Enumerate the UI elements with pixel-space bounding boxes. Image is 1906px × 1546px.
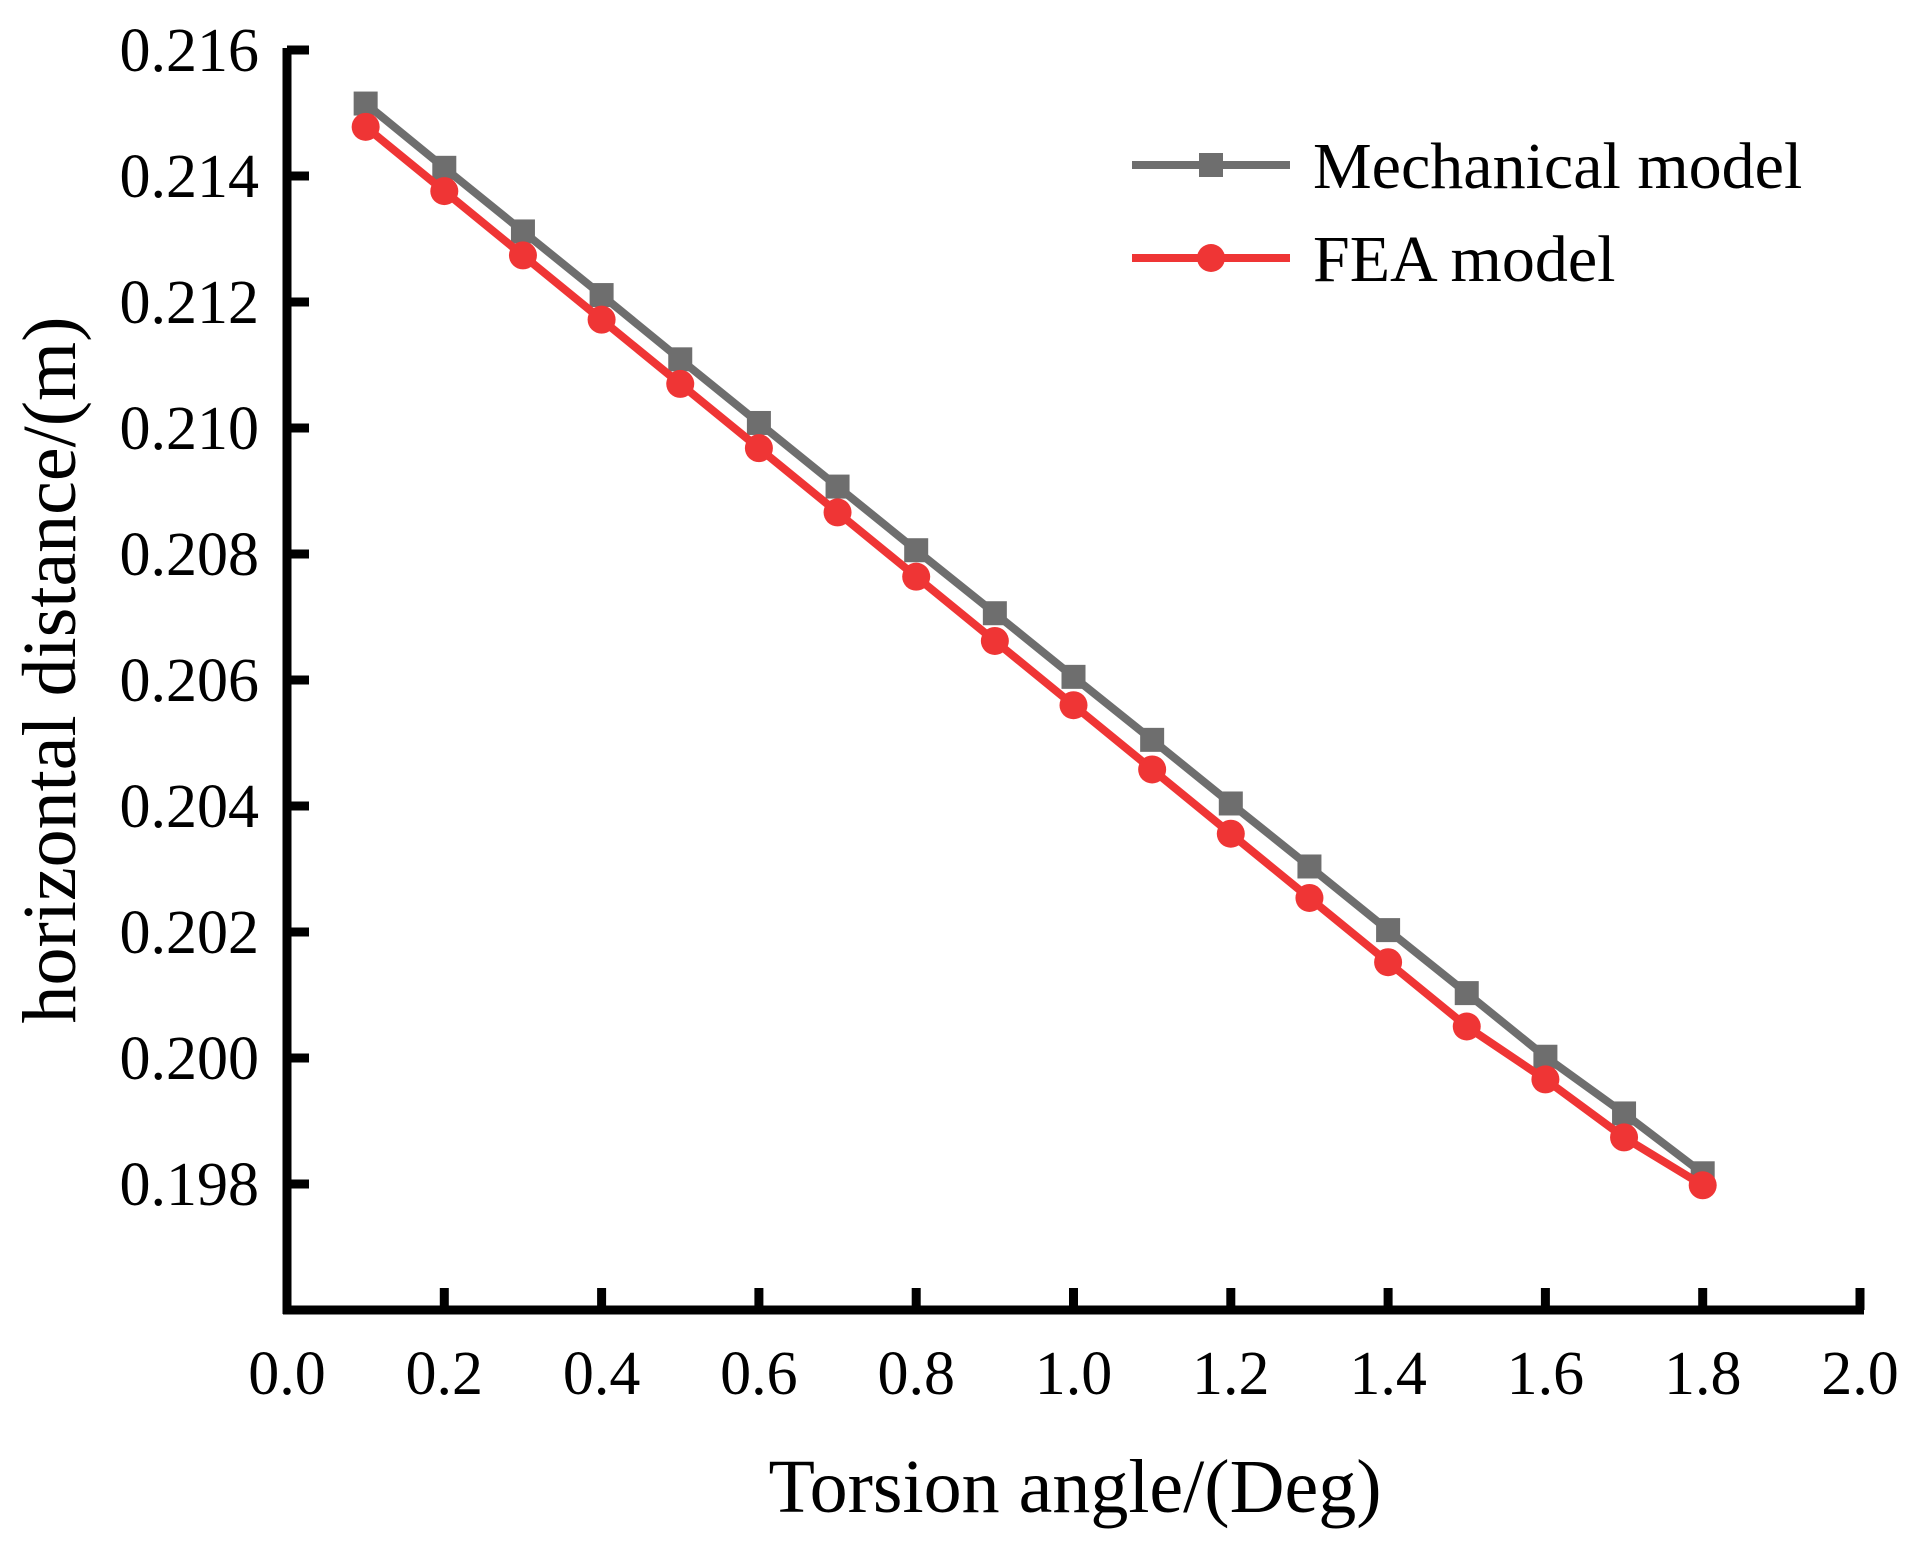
data-point (1531, 1065, 1560, 1094)
y-tick-label: 0.204 (120, 773, 260, 841)
x-tick-label: 1.0 (1035, 1340, 1113, 1408)
data-point (1297, 854, 1322, 879)
y-tick-label: 0.198 (120, 1151, 260, 1219)
data-point (980, 626, 1009, 655)
data-point (351, 112, 380, 141)
data-point (825, 474, 850, 499)
data-point (1061, 664, 1086, 689)
data-point (1454, 981, 1479, 1006)
series-fea-model (351, 112, 1717, 1200)
x-axis-title: Torsion angle/(Deg) (768, 1445, 1381, 1529)
x-tick-label: 0.2 (406, 1340, 484, 1408)
data-point (904, 538, 929, 563)
data-point (1059, 691, 1088, 720)
y-tick-label: 0.206 (120, 647, 260, 715)
data-point (430, 177, 459, 206)
x-tick-label: 0.6 (720, 1340, 798, 1408)
legend-item: FEA model (1132, 223, 1616, 296)
data-point (902, 562, 931, 591)
data-point (589, 283, 614, 308)
x-tick-label: 1.8 (1664, 1340, 1742, 1408)
data-point (1140, 727, 1165, 752)
x-tick-label: 1.6 (1507, 1340, 1585, 1408)
series-line (361, 122, 1707, 1190)
y-tick-label: 0.214 (120, 143, 260, 211)
data-point (1452, 1012, 1481, 1041)
data-point (1295, 883, 1324, 912)
legend-swatch-marker (1197, 244, 1225, 272)
data-point (353, 91, 378, 116)
data-point (746, 410, 771, 435)
plot-area (351, 91, 1717, 1200)
legend-label: Mechanical model (1313, 130, 1802, 203)
data-point (1610, 1123, 1639, 1152)
series-mechanical-model (353, 91, 1715, 1186)
data-point (666, 369, 695, 398)
data-point (982, 601, 1007, 626)
x-tick-label: 2.0 (1821, 1340, 1899, 1408)
legend: Mechanical model FEA model (1132, 130, 1802, 296)
data-point (432, 155, 457, 180)
data-point (1688, 1171, 1717, 1200)
data-point (508, 241, 537, 270)
x-tick-label: 0.4 (563, 1340, 641, 1408)
x-tick-label: 1.4 (1349, 1340, 1427, 1408)
ticks: 0.0 0.2 0.4 0.6 0.8 1.0 1.2 1.4 1.6 1.8 2.0 0.198 0.… (120, 17, 1899, 1408)
data-point (668, 347, 693, 372)
y-tick-label: 0.216 (120, 17, 260, 85)
y-tick-label: 0.200 (120, 1025, 260, 1093)
legend-label: FEA model (1313, 223, 1616, 296)
data-point (1218, 791, 1243, 816)
y-axis-title: horizontal distance/(m) (8, 317, 92, 1024)
legend-swatch-marker (1199, 153, 1223, 177)
data-point (587, 305, 616, 334)
series-line (361, 99, 1707, 1178)
data-point (1376, 918, 1401, 943)
data-point (510, 219, 535, 244)
x-tick-label: 0.8 (877, 1340, 955, 1408)
data-point (744, 434, 773, 463)
x-tick-label: 0.0 (248, 1340, 326, 1408)
data-point (1216, 819, 1245, 848)
y-tick-label: 0.202 (120, 899, 260, 967)
y-tick-label: 0.212 (120, 269, 260, 337)
data-point (1533, 1044, 1558, 1069)
y-tick-label: 0.210 (120, 395, 260, 463)
data-point (823, 498, 852, 527)
x-tick-label: 1.2 (1192, 1340, 1270, 1408)
legend-item: Mechanical model (1132, 130, 1802, 203)
data-point (1374, 948, 1403, 977)
y-tick-label: 0.208 (120, 521, 260, 589)
data-point (1612, 1101, 1637, 1126)
data-point (1138, 755, 1167, 784)
